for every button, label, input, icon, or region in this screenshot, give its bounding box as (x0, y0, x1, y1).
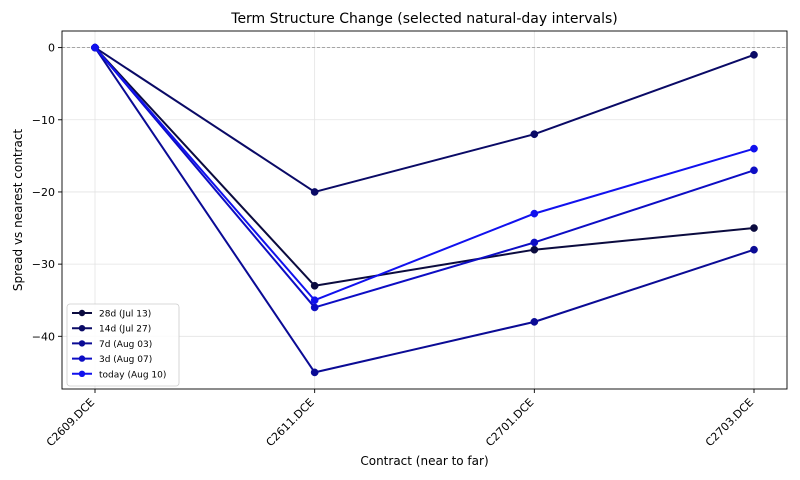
legend-swatch-marker (78, 325, 86, 332)
y-tick-label: 0 (48, 42, 55, 55)
legend-label: 3d (Aug 07) (99, 355, 152, 365)
chart-title: Term Structure Change (selected natural-… (230, 11, 617, 27)
data-point (750, 166, 758, 175)
data-point (310, 296, 319, 305)
x-tick-label: C2611.DCE (264, 396, 317, 449)
series-group (91, 43, 758, 377)
series-line (94, 47, 755, 374)
x-axis-ticks: C2609.DCE C2611.DCE C2701.DCE C2703.DCE (44, 389, 756, 449)
data-point (310, 303, 319, 312)
y-axis-ticks: 0 −10 −20 −30 −40 (32, 42, 62, 343)
data-point (750, 245, 758, 254)
series-line (94, 46, 755, 193)
x-tick-label: C2703.DCE (703, 396, 756, 449)
series-line (94, 46, 755, 302)
plot-area (61, 30, 788, 390)
legend-swatch-marker (78, 309, 86, 317)
x-tick-label: C2609.DCE (44, 396, 97, 449)
data-point (530, 130, 539, 139)
legend: 28d (Jul 13) 14d (Jul 27) 7d (Aug 03) 3d (A… (66, 303, 180, 387)
legend-swatch-marker (78, 355, 86, 362)
data-point (750, 144, 758, 153)
data-point (750, 50, 758, 59)
data-point (530, 209, 539, 218)
y-tick-label: −10 (32, 114, 55, 127)
series-group (91, 43, 758, 305)
data-point (310, 188, 319, 196)
data-point (530, 318, 539, 326)
series-group (91, 43, 758, 290)
data-point (91, 43, 99, 52)
series-line (94, 46, 755, 287)
data-point (530, 245, 539, 254)
x-axis-label: Contract (near to far) (360, 454, 488, 468)
legend-swatch-marker (78, 340, 86, 347)
grid (62, 31, 787, 389)
y-tick-label: −20 (32, 186, 55, 199)
legend-label: 28d (Jul 13) (99, 310, 151, 320)
legend-label: today (Aug 10) (99, 370, 166, 380)
x-tick-label: C2701.DCE (483, 396, 536, 449)
series-lines (91, 43, 758, 377)
y-tick-label: −30 (32, 258, 55, 271)
data-point (310, 368, 319, 377)
legend-swatch-marker (78, 370, 86, 377)
series-line (94, 46, 755, 309)
legend-label: 7d (Aug 03) (99, 340, 152, 350)
y-axis-label: Spread vs nearest contract (11, 129, 25, 292)
legend-label: 14d (Jul 27) (99, 325, 151, 335)
data-point (530, 238, 539, 247)
data-point (750, 224, 758, 232)
y-tick-label: −40 (32, 330, 55, 343)
legend-box (66, 303, 180, 387)
data-point (310, 281, 319, 290)
